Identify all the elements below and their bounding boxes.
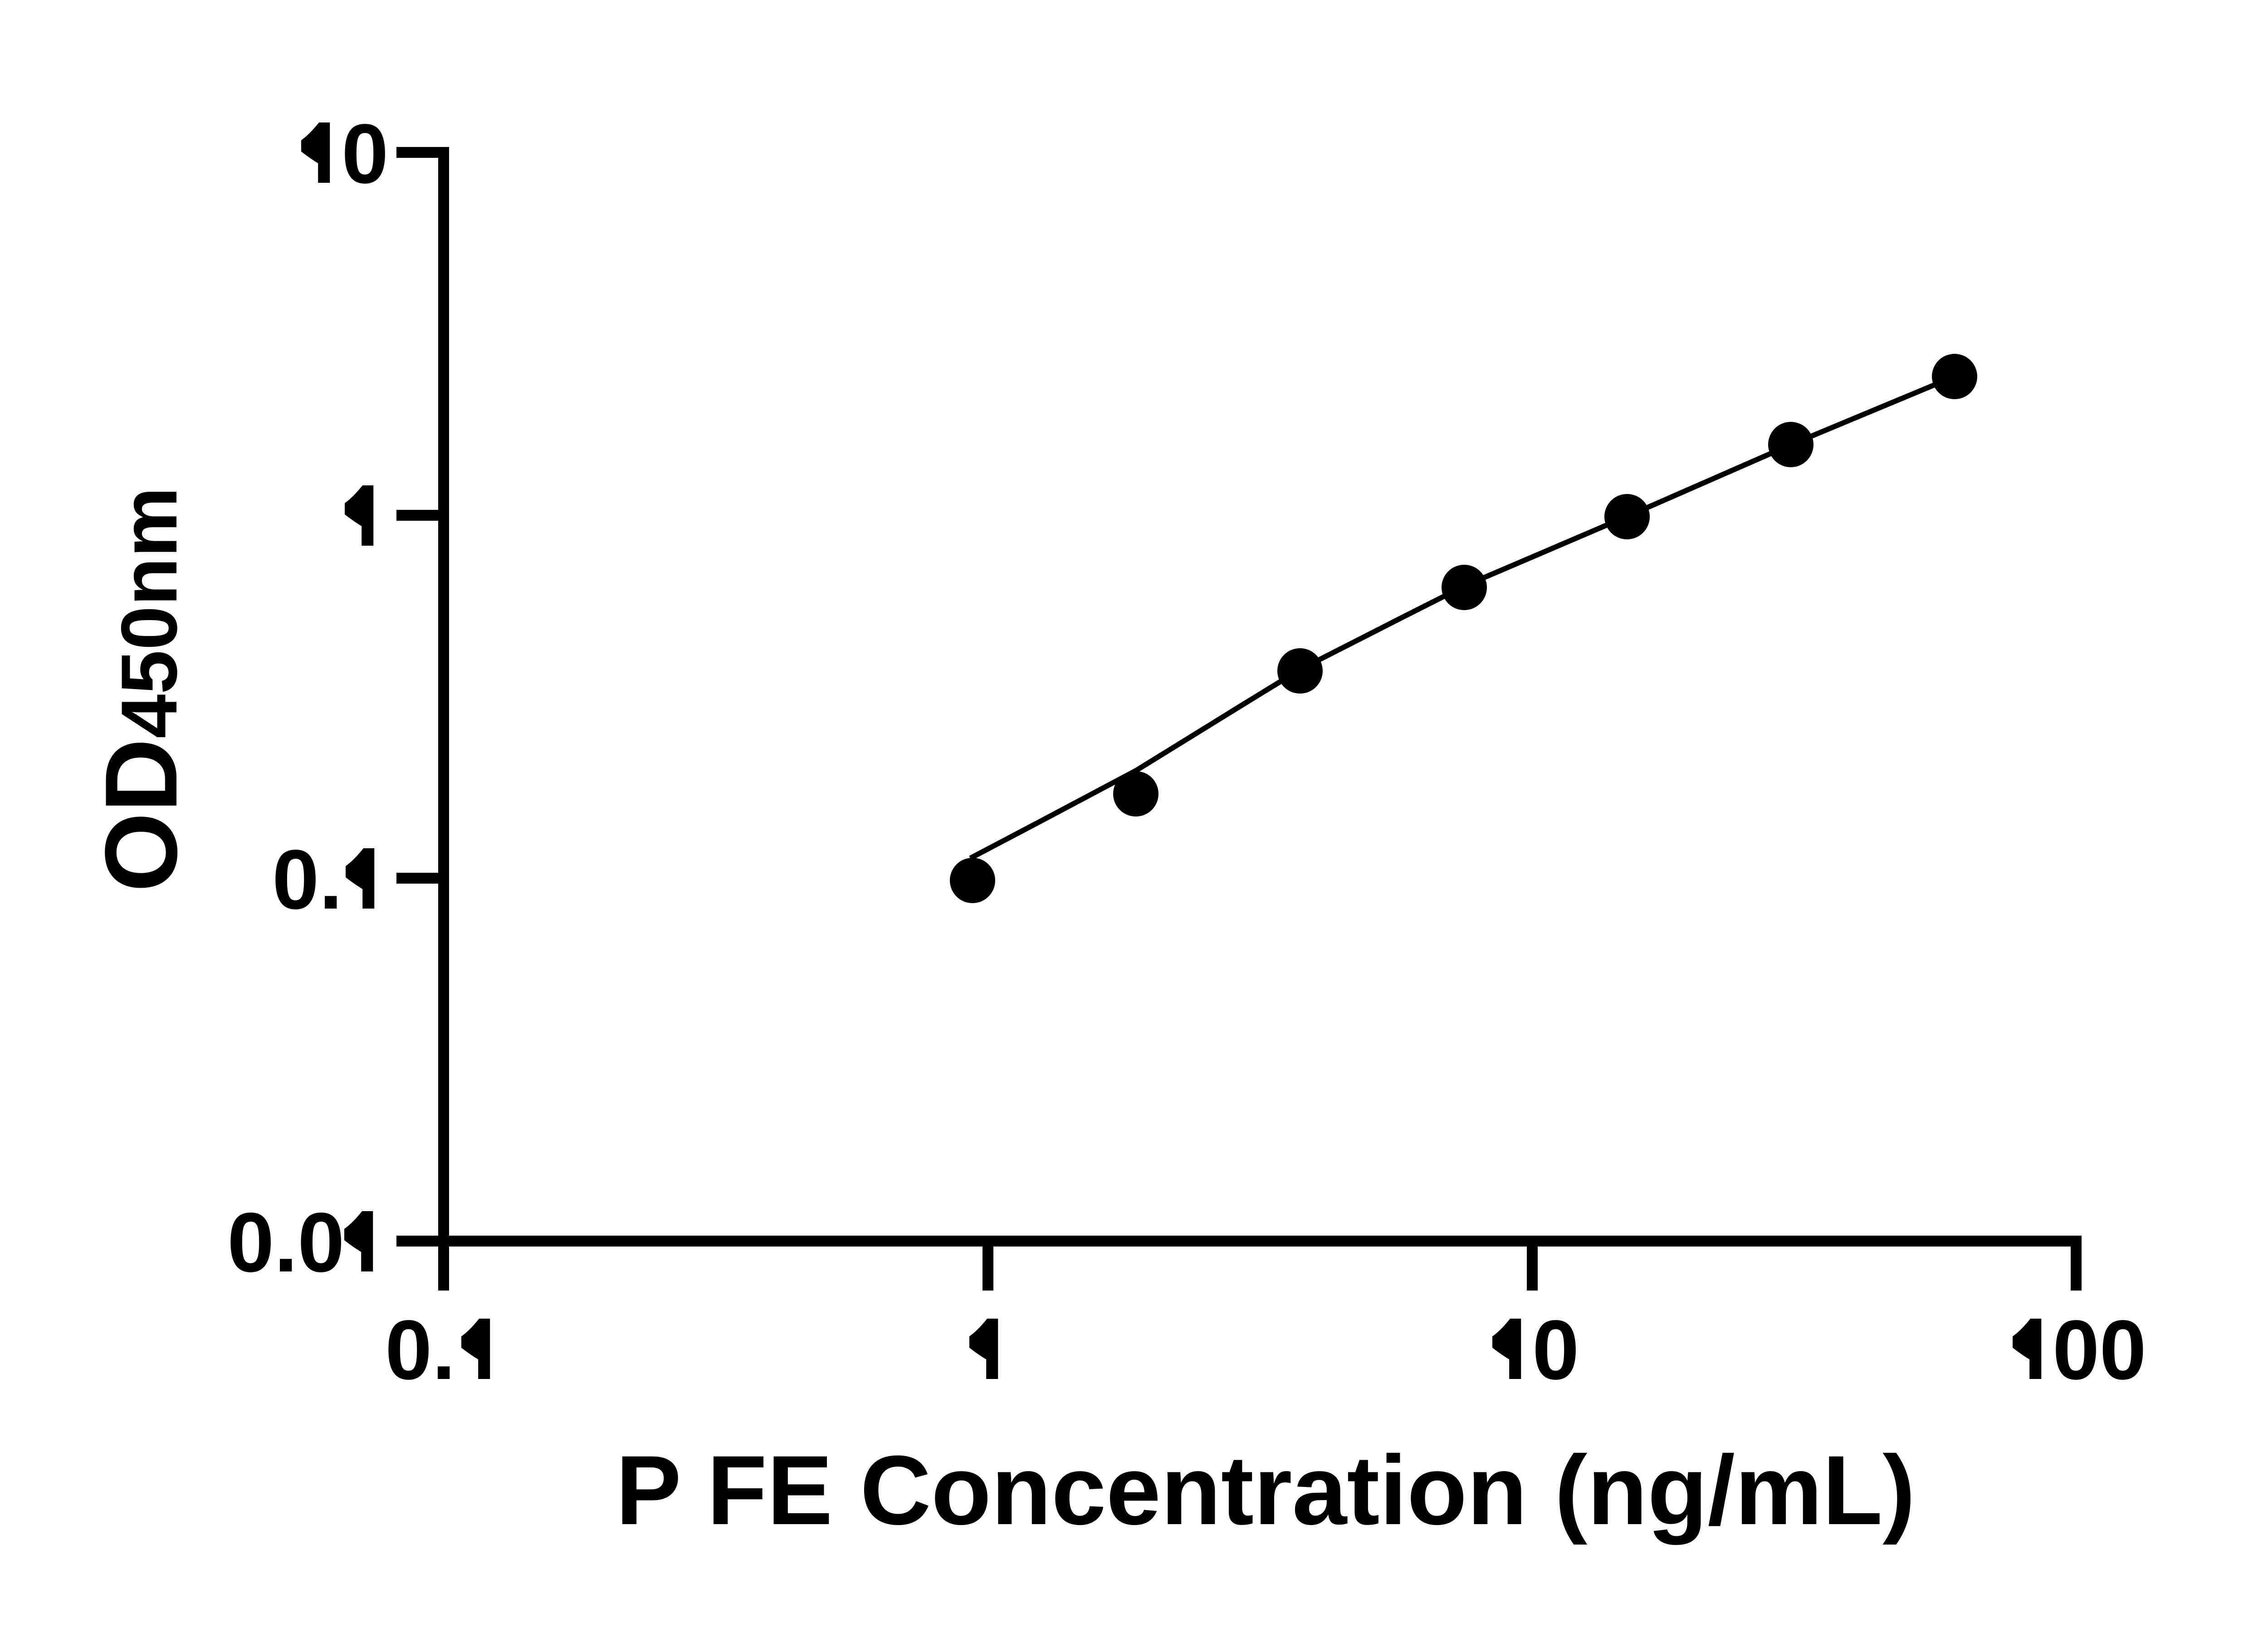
svg-text:0.0: 0.0 [227,1196,345,1290]
svg-text:0.: 0. [272,833,342,927]
svg-text:0: 0 [342,107,388,201]
svg-text:0.: 0. [385,1303,455,1397]
svg-text:0: 0 [1532,1303,1579,1397]
svg-text:OD450nm: OD450nm [83,487,198,892]
svg-text:P FE Concentration (ng/mL): P FE Concentration (ng/mL) [616,1435,1915,1545]
svg-text:00: 00 [2053,1303,2146,1397]
